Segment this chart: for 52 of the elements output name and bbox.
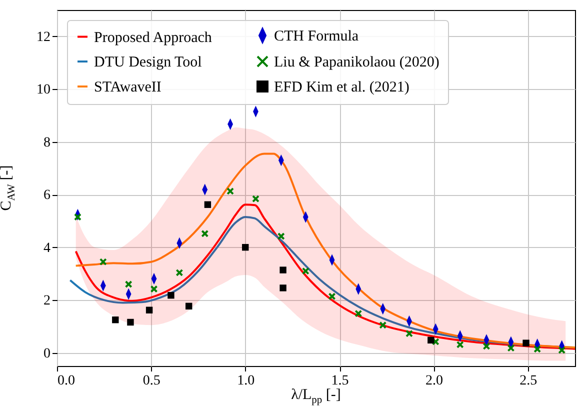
point (354, 310, 362, 318)
point (280, 284, 286, 292)
point (277, 232, 285, 240)
point (432, 338, 440, 346)
x-tick-label: 1.5 (331, 374, 349, 388)
y-tick-label: 10 (36, 82, 50, 98)
x-tick-label: 0.5 (142, 374, 160, 388)
point (482, 342, 490, 350)
point (558, 346, 566, 354)
point (428, 336, 434, 344)
point (252, 195, 260, 203)
point (226, 187, 234, 195)
x-axis-title: λ/L$_{pp}$ [-] (290, 387, 342, 406)
point (456, 340, 464, 348)
x-tick-label: 2.5 (520, 374, 538, 388)
y-tick-label: 2 (44, 294, 50, 309)
point (74, 213, 82, 221)
point (127, 318, 134, 326)
y-tick-label: 6 (44, 188, 50, 204)
y-tick-label: 12 (36, 30, 50, 45)
x-tick-label: 2.0 (425, 374, 443, 388)
point (534, 345, 542, 353)
y-tick-label: 8 (44, 135, 50, 150)
legend-label: DTU Design Tool (94, 54, 202, 70)
point (146, 306, 153, 314)
legend-label: CTH Formula (274, 28, 359, 44)
legend-label: STAwaveII (94, 80, 162, 96)
y-tick-label: 4 (44, 240, 50, 256)
point (186, 302, 192, 310)
point (302, 267, 310, 275)
x-tick-label: 1.0 (237, 374, 255, 388)
point (280, 266, 286, 274)
point (201, 230, 209, 238)
point (112, 316, 119, 324)
point (176, 268, 184, 276)
point (124, 280, 132, 288)
line-series (74, 152, 576, 349)
point (242, 244, 249, 251)
point (204, 201, 212, 208)
legend-label: EFD Kim et al. (2021) (274, 80, 410, 96)
point (99, 258, 107, 266)
point (507, 344, 515, 352)
point (379, 321, 387, 329)
x-tick-label: 0.0 (58, 374, 75, 388)
y-tick-label: 0 (44, 346, 50, 362)
point (150, 285, 158, 293)
legend-label: Proposed Approach (94, 30, 212, 46)
point (168, 292, 174, 299)
point (328, 292, 336, 300)
point (522, 340, 530, 346)
legend-label: Liu & Papanikolaou (2020) (274, 54, 440, 70)
point (406, 330, 413, 338)
